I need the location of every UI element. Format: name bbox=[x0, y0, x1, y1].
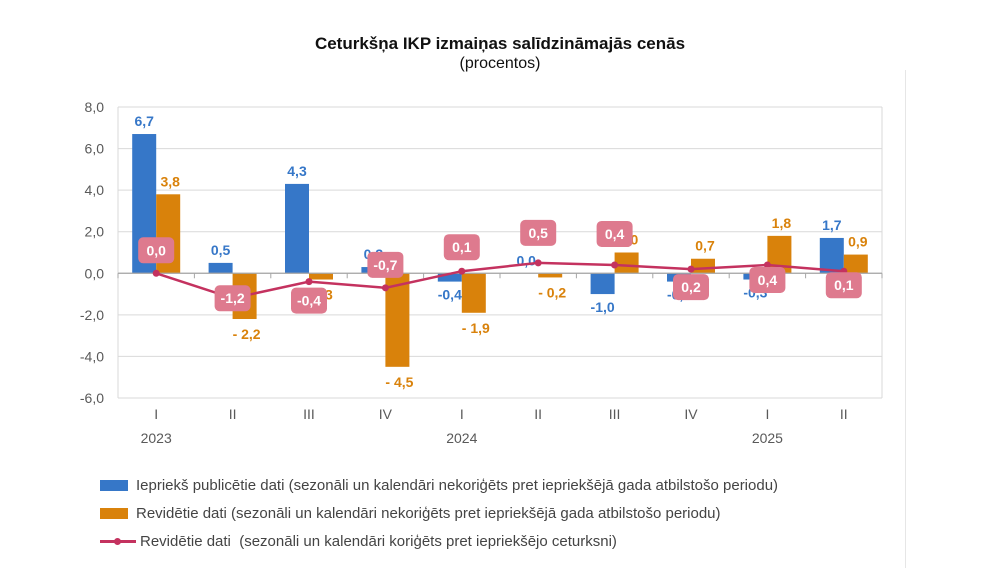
legend-swatch-orange bbox=[100, 508, 128, 519]
x-tick-label: III bbox=[609, 406, 621, 422]
chart-title: Ceturkšņa IKP izmaiņas salīdzināmajās ce… bbox=[314, 34, 686, 53]
bar-revised bbox=[614, 252, 639, 274]
data-label-revised: 1,8 bbox=[772, 215, 792, 231]
x-year-label: 2024 bbox=[446, 430, 477, 446]
data-label-published: 6,7 bbox=[134, 113, 154, 129]
x-tick-label: IV bbox=[684, 406, 698, 422]
data-label-revised: - 1,9 bbox=[462, 320, 490, 336]
line-marker bbox=[763, 261, 771, 269]
line-label-box bbox=[443, 234, 480, 261]
y-tick-label: 8,0 bbox=[85, 99, 105, 115]
data-label-published: -1,0 bbox=[591, 299, 615, 315]
legend-label-revised-adjusted: Revidētie dati (sezonāli un kalendāri ko… bbox=[140, 533, 617, 550]
data-label-revised: - 2,2 bbox=[233, 326, 261, 342]
data-label-published: 4,3 bbox=[287, 163, 307, 179]
data-label-adjusted: 0,1 bbox=[452, 239, 472, 255]
legend-item-revised-unadjusted: Revidētie dati (sezonāli un kalendāri ne… bbox=[100, 502, 778, 525]
data-label-adjusted: -0,7 bbox=[373, 257, 397, 273]
x-tick-label: I bbox=[154, 406, 158, 422]
bar-published bbox=[590, 273, 615, 295]
data-label-published: 1,7 bbox=[822, 217, 842, 233]
line-marker bbox=[611, 261, 619, 269]
y-tick-label: 4,0 bbox=[85, 182, 105, 198]
bar-revised bbox=[538, 273, 563, 278]
data-label-revised: 3,8 bbox=[160, 173, 180, 189]
x-tick-label: I bbox=[460, 406, 464, 422]
data-label-adjusted: -1,2 bbox=[221, 290, 245, 306]
x-tick-label: II bbox=[229, 406, 237, 422]
line-label-box bbox=[825, 272, 862, 299]
legend-swatch-blue bbox=[100, 480, 128, 491]
data-label-adjusted: 0,5 bbox=[528, 225, 548, 241]
bar-revised bbox=[461, 273, 486, 313]
legend-label-published: Iepriekš publicētie dati (sezonāli un ka… bbox=[136, 477, 779, 494]
bar-revised bbox=[843, 254, 868, 274]
data-label-adjusted: 0,4 bbox=[758, 272, 778, 288]
line-label-box bbox=[673, 274, 709, 301]
data-label-adjusted: -0,4 bbox=[297, 293, 321, 309]
line-label-box bbox=[138, 237, 175, 264]
line-marker bbox=[305, 278, 313, 286]
line-marker bbox=[687, 265, 695, 273]
x-year-label: 2023 bbox=[141, 430, 172, 446]
legend-item-published: Iepriekš publicētie dati (sezonāli un ka… bbox=[100, 474, 778, 497]
bar-published bbox=[285, 183, 309, 274]
bar-published bbox=[819, 237, 844, 274]
legend-swatch-line bbox=[100, 536, 136, 547]
y-tick-label: 0,0 bbox=[85, 265, 105, 281]
line-label-box bbox=[596, 220, 633, 247]
data-label-revised: 0,7 bbox=[695, 238, 715, 254]
y-tick-label: -6,0 bbox=[80, 390, 104, 406]
line-marker bbox=[381, 284, 389, 292]
data-label-revised: - 0,2 bbox=[538, 284, 566, 300]
x-tick-label: I bbox=[765, 406, 769, 422]
x-tick-label: III bbox=[303, 406, 315, 422]
data-label-published: 0,5 bbox=[211, 242, 231, 258]
data-label-adjusted: 0,0 bbox=[146, 242, 166, 258]
right-divider bbox=[905, 70, 906, 568]
y-tick-label: 6,0 bbox=[85, 141, 105, 157]
data-label-revised: 0,9 bbox=[848, 234, 868, 250]
line-label-box bbox=[520, 219, 557, 246]
y-tick-label: -2,0 bbox=[80, 307, 104, 323]
data-label-adjusted: 0,4 bbox=[605, 226, 625, 242]
legend-item-revised-adjusted: Revidētie dati (sezonāli un kalendāri ko… bbox=[100, 530, 778, 553]
data-label-adjusted: 0,2 bbox=[681, 279, 701, 295]
chart-subtitle: (procentos) bbox=[459, 55, 541, 72]
y-tick-label: -4,0 bbox=[80, 348, 104, 364]
bar-revised bbox=[309, 273, 333, 280]
line-label-box bbox=[214, 285, 251, 312]
line-label-box bbox=[367, 251, 404, 278]
bar-published bbox=[208, 262, 233, 274]
data-label-revised: - 4,5 bbox=[385, 374, 413, 390]
line-marker bbox=[534, 259, 542, 267]
line-marker bbox=[458, 267, 466, 275]
y-tick-label: 2,0 bbox=[85, 224, 105, 240]
line-label-box bbox=[291, 287, 327, 314]
x-tick-label: II bbox=[840, 406, 848, 422]
x-year-label: 2025 bbox=[752, 430, 783, 446]
data-label-published: -0,4 bbox=[438, 287, 462, 303]
legend: Iepriekš publicētie dati (sezonāli un ka… bbox=[100, 474, 778, 558]
x-tick-label: II bbox=[534, 406, 542, 422]
bar-revised bbox=[691, 258, 715, 274]
legend-label-revised-unadjusted: Revidētie dati (sezonāli un kalendāri ne… bbox=[136, 505, 721, 522]
data-label-adjusted: 0,1 bbox=[834, 277, 854, 293]
line-marker bbox=[152, 269, 160, 277]
line-series-adjusted bbox=[155, 261, 844, 300]
bar-revised bbox=[385, 273, 410, 367]
line-label-box bbox=[749, 266, 786, 293]
x-tick-label: IV bbox=[379, 406, 393, 422]
bar-published bbox=[437, 273, 462, 282]
